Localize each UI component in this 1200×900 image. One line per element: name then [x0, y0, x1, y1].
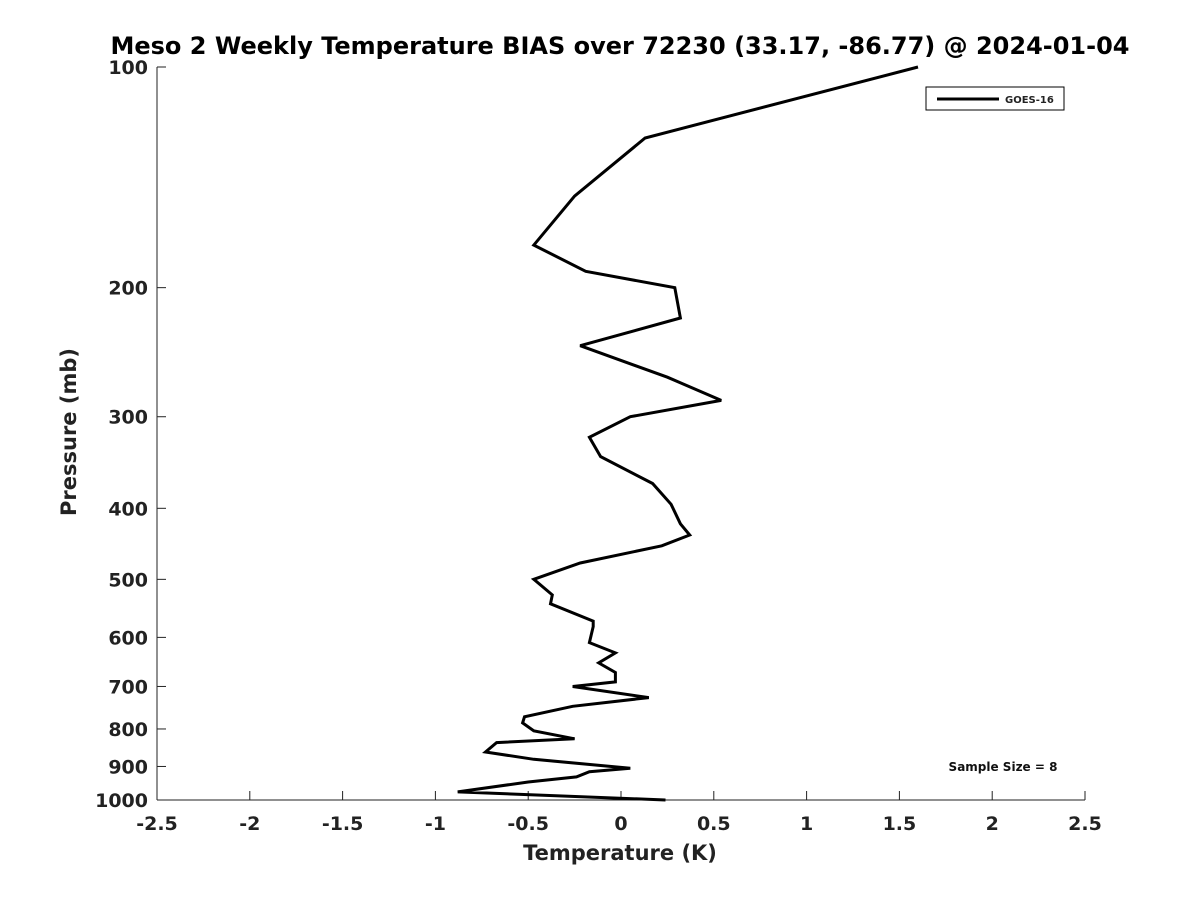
- x-tick-label: 0.5: [697, 813, 731, 835]
- x-tick-label: 2.5: [1068, 813, 1102, 835]
- x-tick-label: -1.5: [322, 813, 364, 835]
- x-tick-label: 2: [986, 813, 999, 835]
- y-tick-label: 700: [108, 676, 148, 698]
- plot-area: [457, 65, 919, 802]
- y-tick-label: 900: [108, 756, 148, 778]
- x-tick-label: 0: [614, 813, 627, 835]
- y-tick-label: 500: [108, 569, 148, 591]
- sample-size-annotation: Sample Size = 8: [949, 760, 1058, 774]
- series-line-goes16: [457, 65, 919, 802]
- y-tick-label: 200: [108, 278, 148, 300]
- x-tick-label: -2.5: [136, 813, 178, 835]
- y-tick-label: 600: [108, 627, 148, 649]
- x-tick-label: -1: [425, 813, 446, 835]
- y-tick-label: 100: [108, 57, 148, 79]
- x-axis-label: Temperature (K): [523, 841, 717, 865]
- chart-title: Meso 2 Weekly Temperature BIAS over 7223…: [110, 32, 1129, 60]
- x-tick-label: -2: [239, 813, 260, 835]
- legend-label-goes16: GOES-16: [1005, 95, 1054, 106]
- axes: -2.5 -2 -1.5 -1 -0.5 0 0.5 1 1.5 2 2.5 100 200 300 400…: [95, 57, 1102, 835]
- y-tick-label: 800: [108, 719, 148, 741]
- y-axis-label: Pressure (mb): [57, 348, 81, 516]
- y-tick-label: 1000: [95, 790, 148, 812]
- legend: GOES-16: [925, 86, 1065, 111]
- x-tick-label: -0.5: [507, 813, 549, 835]
- y-tick-label: 400: [108, 498, 148, 520]
- x-tick-label: 1: [800, 813, 813, 835]
- y-tick-label: 300: [108, 407, 148, 429]
- x-tick-label: 1.5: [883, 813, 917, 835]
